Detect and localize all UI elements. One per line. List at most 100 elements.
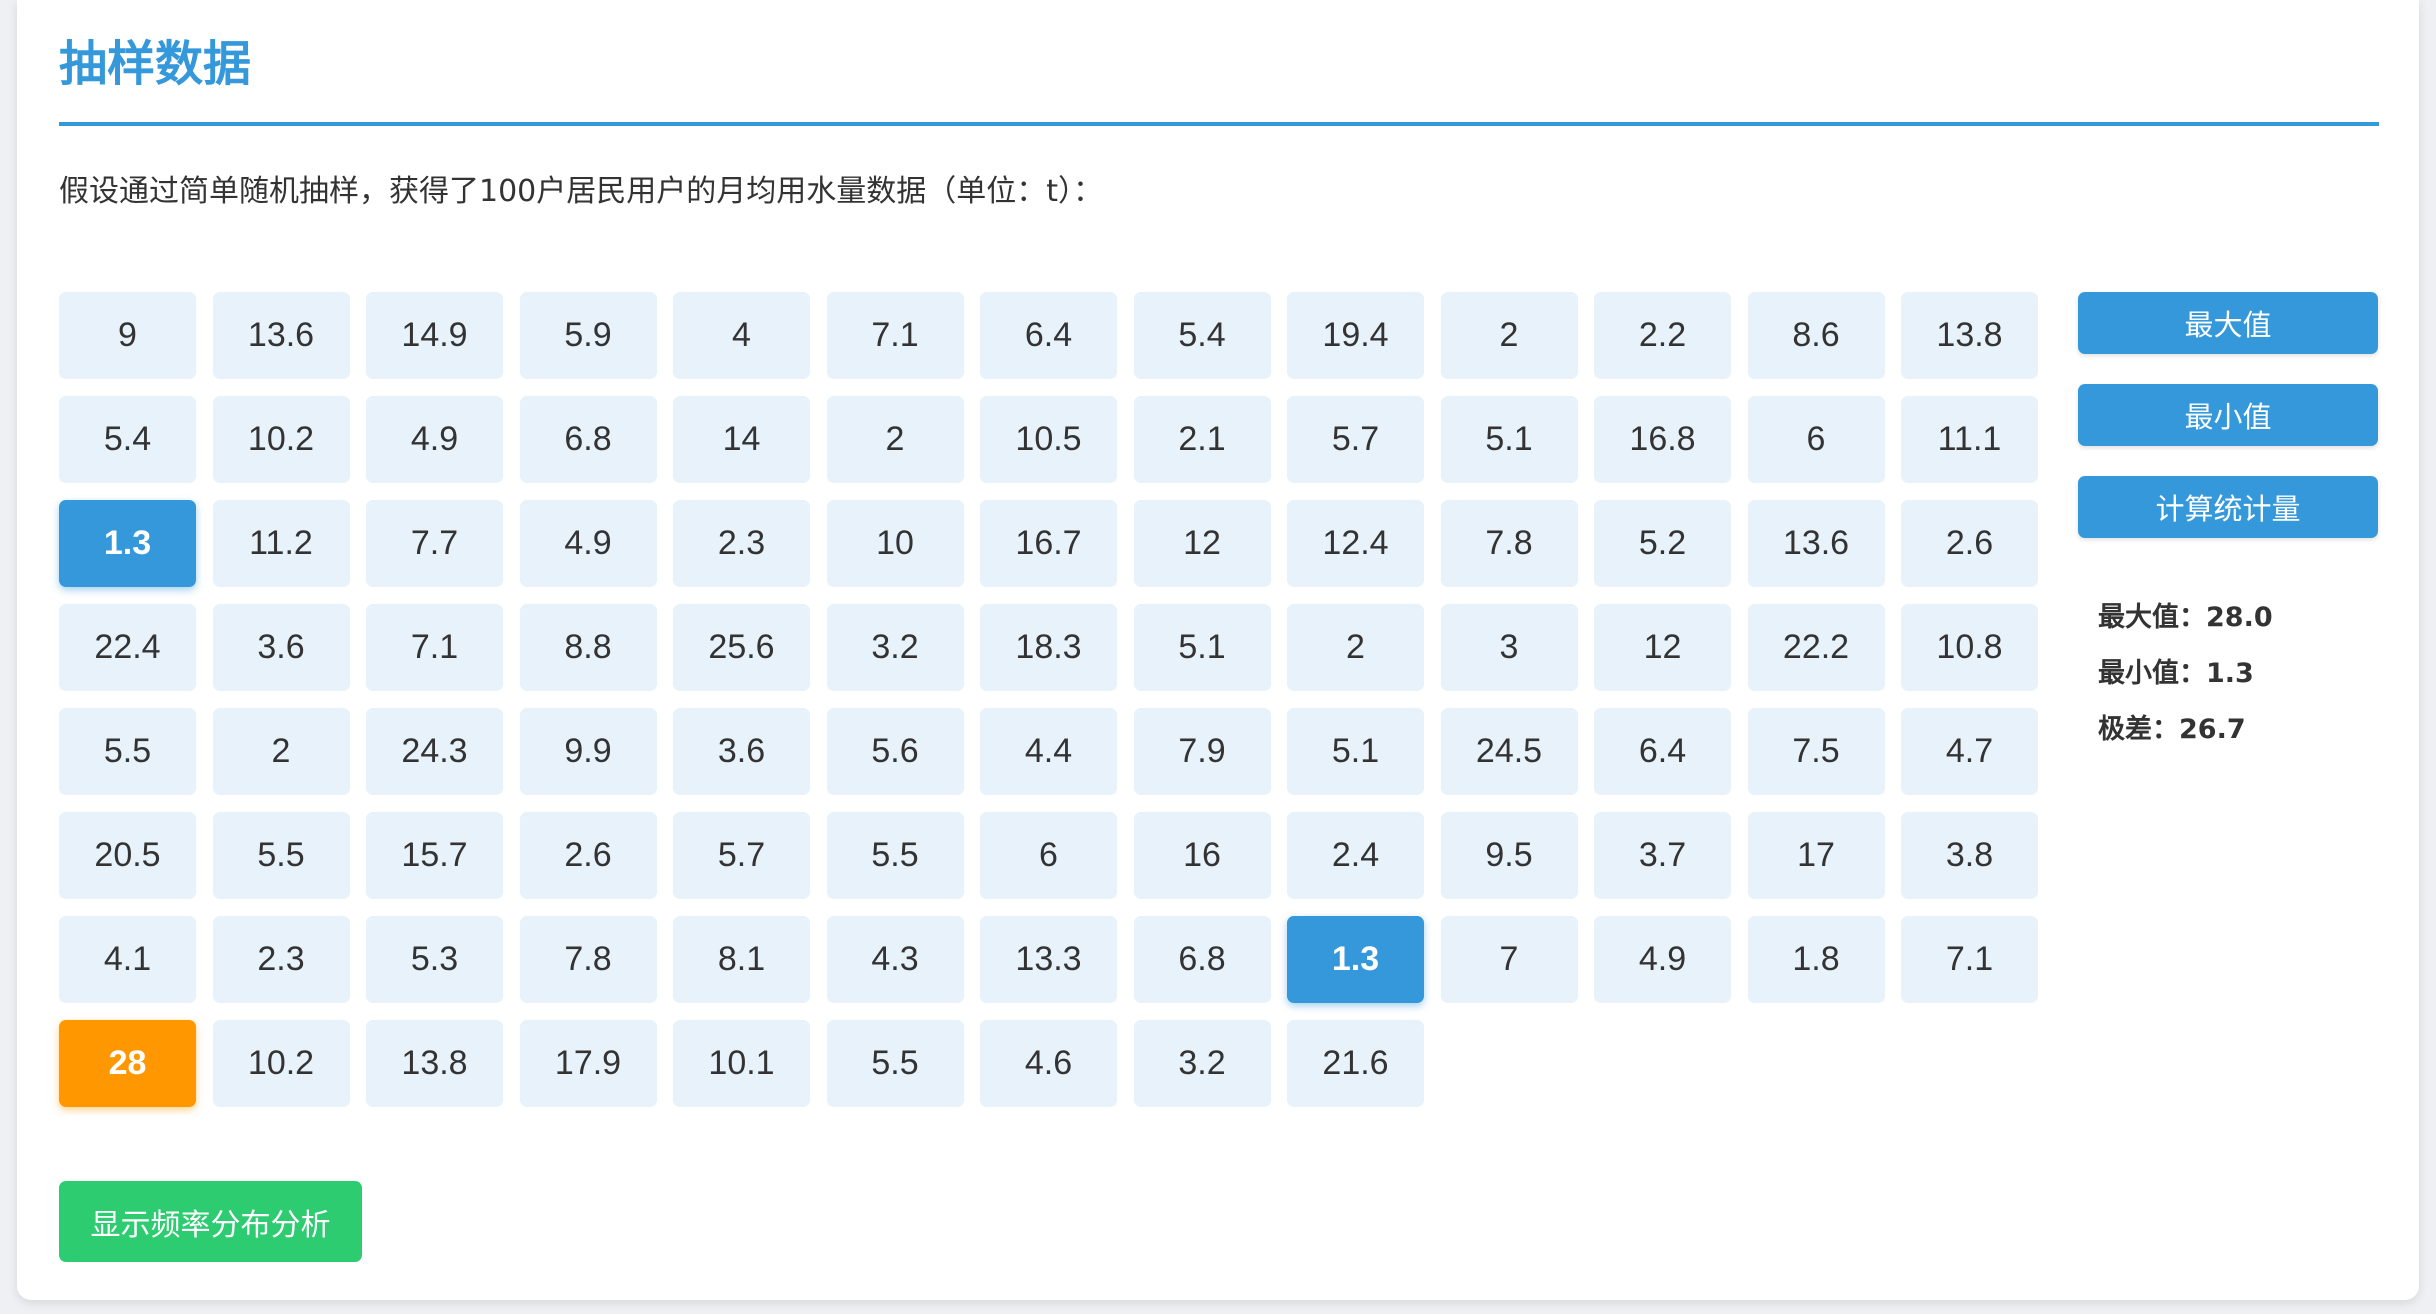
data-cell[interactable]: 13.6 [212,292,350,379]
data-cell[interactable]: 4.3 [826,916,964,1003]
data-cell[interactable]: 5.7 [1287,396,1424,483]
data-cell[interactable]: 7.5 [1747,708,1885,795]
data-cell[interactable]: 7.8 [519,916,657,1003]
data-cell[interactable]: 2.3 [212,916,350,1003]
data-cell[interactable]: 2 [1440,292,1578,379]
data-cell[interactable]: 8.1 [673,916,810,1003]
data-cell[interactable]: 3.2 [826,604,964,691]
data-cell[interactable]: 6.8 [519,396,657,483]
data-cell[interactable]: 4.6 [980,1020,1117,1107]
data-cell[interactable]: 7 [1440,916,1578,1003]
data-cell[interactable]: 5.1 [1133,604,1271,691]
data-cell[interactable]: 2 [212,708,350,795]
data-cell[interactable]: 2 [826,396,964,483]
data-cell[interactable]: 20.5 [59,812,196,899]
data-cell[interactable]: 6 [980,812,1117,899]
data-cell[interactable]: 24.5 [1440,708,1578,795]
data-cell[interactable]: 7.9 [1133,708,1271,795]
data-cell[interactable]: 5.5 [212,812,350,899]
data-cell[interactable]: 21.6 [1287,1020,1424,1107]
data-cell[interactable]: 16.8 [1594,396,1731,483]
data-cell[interactable]: 19.4 [1287,292,1424,379]
data-cell[interactable]: 2.3 [673,500,810,587]
data-cell[interactable]: 11.2 [212,500,350,587]
data-cell[interactable]: 4.7 [1901,708,2038,795]
data-cell[interactable]: 3 [1440,604,1578,691]
data-cell[interactable]: 4.9 [1594,916,1731,1003]
data-cell[interactable]: 13.8 [1901,292,2038,379]
data-cell[interactable]: 8.8 [519,604,657,691]
data-cell[interactable]: 4.9 [366,396,503,483]
data-cell-min[interactable]: 1.3 [59,500,196,587]
data-cell[interactable]: 5.6 [826,708,964,795]
data-cell[interactable]: 5.5 [59,708,196,795]
data-cell[interactable]: 18.3 [980,604,1117,691]
data-cell[interactable]: 14.9 [366,292,503,379]
data-cell[interactable]: 25.6 [673,604,810,691]
data-cell[interactable]: 3.7 [1594,812,1731,899]
data-cell[interactable]: 12 [1133,500,1271,587]
data-cell[interactable]: 3.8 [1901,812,2038,899]
data-cell[interactable]: 7.8 [1440,500,1578,587]
data-cell[interactable]: 4.4 [980,708,1117,795]
data-cell[interactable]: 6 [1747,396,1885,483]
data-cell[interactable]: 4.9 [519,500,657,587]
data-cell[interactable]: 2.2 [1594,292,1731,379]
data-cell[interactable]: 3.2 [1133,1020,1271,1107]
data-cell[interactable]: 3.6 [673,708,810,795]
data-cell[interactable]: 7.1 [366,604,503,691]
data-cell[interactable]: 5.4 [1133,292,1271,379]
data-cell[interactable]: 16.7 [980,500,1117,587]
data-cell[interactable]: 1.8 [1747,916,1885,1003]
compute-statistics-button[interactable]: 计算统计量 [2078,476,2378,538]
show-frequency-analysis-button[interactable]: 显示频率分布分析 [59,1181,362,1262]
data-cell[interactable]: 10.2 [212,1020,350,1107]
data-cell[interactable]: 24.3 [366,708,503,795]
data-cell[interactable]: 9.9 [519,708,657,795]
data-cell[interactable]: 2.1 [1133,396,1271,483]
data-cell[interactable]: 5.1 [1287,708,1424,795]
data-cell[interactable]: 6.4 [980,292,1117,379]
data-cell[interactable]: 7.1 [1901,916,2038,1003]
data-cell[interactable]: 13.8 [366,1020,503,1107]
data-cell[interactable]: 16 [1133,812,1271,899]
data-cell[interactable]: 12.4 [1287,500,1424,587]
data-cell[interactable]: 11.1 [1901,396,2038,483]
data-cell[interactable]: 4 [673,292,810,379]
data-cell[interactable]: 22.4 [59,604,196,691]
data-cell[interactable]: 5.3 [366,916,503,1003]
data-cell[interactable]: 2.6 [519,812,657,899]
data-cell[interactable]: 4.1 [59,916,196,1003]
min-value-button[interactable]: 最小值 [2078,384,2378,446]
data-cell[interactable]: 5.4 [59,396,196,483]
data-cell[interactable]: 6.4 [1594,708,1731,795]
data-cell[interactable]: 5.5 [826,812,964,899]
data-cell[interactable]: 17.9 [519,1020,657,1107]
data-cell[interactable]: 6.8 [1133,916,1271,1003]
data-cell[interactable]: 13.3 [980,916,1117,1003]
data-cell[interactable]: 5.1 [1440,396,1578,483]
data-cell[interactable]: 17 [1747,812,1885,899]
data-cell[interactable]: 5.9 [519,292,657,379]
data-cell[interactable]: 5.7 [673,812,810,899]
data-cell[interactable]: 10.8 [1901,604,2038,691]
data-cell[interactable]: 13.6 [1747,500,1885,587]
data-cell[interactable]: 9.5 [1440,812,1578,899]
data-cell[interactable]: 5.2 [1594,500,1731,587]
data-cell[interactable]: 3.6 [212,604,350,691]
data-cell[interactable]: 10.2 [212,396,350,483]
data-cell[interactable]: 14 [673,396,810,483]
data-cell[interactable]: 10 [826,500,964,587]
data-cell[interactable]: 15.7 [366,812,503,899]
data-cell[interactable]: 12 [1594,604,1731,691]
max-value-button[interactable]: 最大值 [2078,292,2378,354]
data-cell[interactable]: 10.5 [980,396,1117,483]
data-cell[interactable]: 10.1 [673,1020,810,1107]
data-cell[interactable]: 2.6 [1901,500,2038,587]
data-cell[interactable]: 8.6 [1747,292,1885,379]
data-cell[interactable]: 5.5 [826,1020,964,1107]
data-cell[interactable]: 7.1 [826,292,964,379]
data-cell[interactable]: 2 [1287,604,1424,691]
data-cell-max[interactable]: 28 [59,1020,196,1107]
data-cell[interactable]: 7.7 [366,500,503,587]
